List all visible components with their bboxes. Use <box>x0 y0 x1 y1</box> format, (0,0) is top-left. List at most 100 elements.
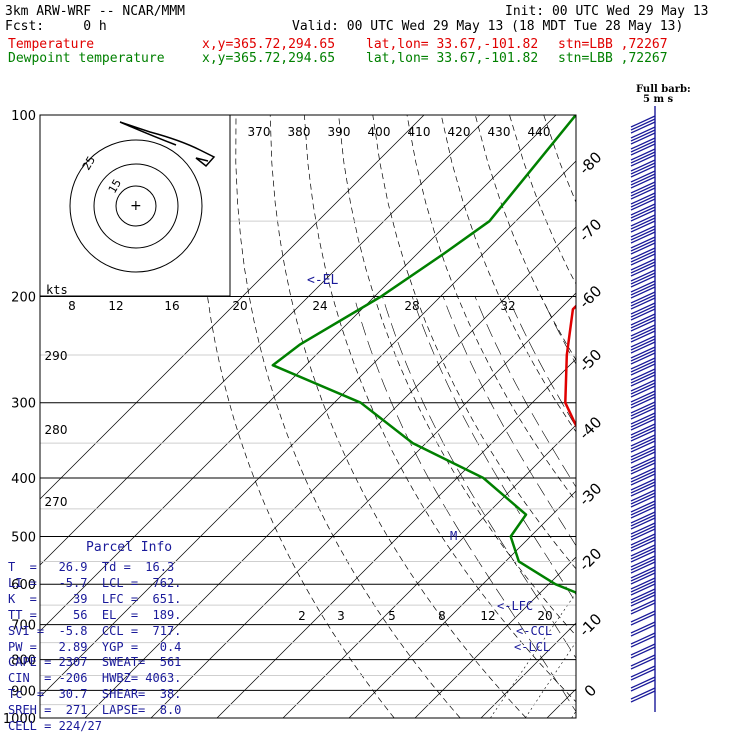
hodograph-unit: kts <box>46 283 68 297</box>
dew-latlon: lat,lon= 33.67,-101.82 <box>366 51 539 66</box>
wind-barb <box>630 203 656 222</box>
theta-tick-label: 380 <box>288 125 311 139</box>
theta-tick-label: 420 <box>448 125 471 139</box>
mixing-top-tick-label: 28 <box>404 299 419 313</box>
isotherm-line <box>40 115 491 566</box>
dewpoint-line <box>271 115 576 594</box>
wind-barb <box>630 533 656 552</box>
wind-barb <box>630 291 656 310</box>
parcel-info-row: SVI = -5.8 CCL = 717. <box>8 623 182 638</box>
wind-barb <box>630 456 656 475</box>
pressure-tick-label: 100 <box>11 109 36 124</box>
mixing-bottom-tick-label: 2 <box>298 609 306 623</box>
wind-barb <box>630 412 656 431</box>
parcel-info-row: LI = -5.7 LCL = 762. <box>8 575 182 590</box>
wind-barb <box>630 566 656 585</box>
wind-barb <box>630 511 656 530</box>
temp-xy: x,y=365.72,294.65 <box>202 37 336 52</box>
pressure-tick-label: 700 <box>11 619 36 634</box>
model-title: 3km ARW-WRF -- NCAR/MMM <box>5 4 186 19</box>
temp-station: stn=LBB ,72267 <box>558 37 668 52</box>
dew-xy: x,y=365.72,294.65 <box>202 51 336 66</box>
temp-latlon: lat,lon= 33.67,-101.82 <box>366 37 539 52</box>
wetbulb-marker: M <box>450 529 458 543</box>
wind-barb <box>630 324 656 343</box>
wind-barb <box>630 544 656 563</box>
isotherm-line <box>348 490 576 718</box>
pressure-tick-label: 200 <box>11 291 36 306</box>
mixing-bottom-tick-label: 12 <box>480 609 495 623</box>
wind-barb <box>630 368 656 387</box>
wind-barb <box>630 247 656 266</box>
pressure-tick-label: 1000 <box>3 712 36 727</box>
pressure-tick-label: 800 <box>11 654 36 669</box>
forecast-hour: Fcst: 0 h <box>5 19 107 34</box>
wind-barb <box>630 522 656 541</box>
parcel-info-title: Parcel Info <box>86 540 173 555</box>
parcel-info-row: Tc = 30.7 SHEAR= 38. <box>8 687 182 702</box>
legend-dewpoint: Dewpoint temperature <box>8 51 165 66</box>
wind-barb <box>630 313 656 332</box>
mixing-bottom-tick-label: 3 <box>337 609 345 623</box>
isotherm-line <box>84 226 576 718</box>
wind-barb <box>630 236 656 255</box>
hodograph-ring-label: 25 <box>80 154 98 173</box>
wind-barb <box>630 280 656 299</box>
valid-time: Valid: 00 UTC Wed 29 May 13 (18 MDT Tue … <box>292 19 684 34</box>
wind-barb <box>630 687 656 703</box>
parcel-info-row: CAPE = 2307 SWEAT= 561 <box>8 655 182 670</box>
wind-barb <box>630 445 656 464</box>
wind-barbs <box>630 106 656 712</box>
mixing-bottom-tick-label: 8 <box>438 609 446 623</box>
mixing-bottom-tick-label: 5 <box>388 609 396 623</box>
mixing-top-tick-label: 32 <box>500 299 515 313</box>
theta-tick-label: 440 <box>528 125 551 139</box>
theta-tick-label: 370 <box>248 125 271 139</box>
wind-barb <box>630 599 656 615</box>
svg-text:+: + <box>130 198 142 214</box>
sounding-curves <box>271 115 576 594</box>
hodograph-inset: + <box>39 114 231 297</box>
wind-barb <box>630 654 656 670</box>
parcel-info-row: SREH = 271 LAPSE= 8.0 <box>8 703 182 718</box>
wind-barb <box>630 170 656 189</box>
el-label: <-EL <box>307 273 339 288</box>
wind-barb <box>630 555 656 574</box>
wind-barb <box>630 357 656 376</box>
isotherm-line <box>150 292 576 718</box>
parcel-info-row: K = 39 LFC = 651. <box>8 591 182 606</box>
pressure-tick-label: 900 <box>11 684 36 699</box>
wind-barb <box>630 225 656 244</box>
theta-tick-label: 410 <box>408 125 431 139</box>
wind-barb <box>630 390 656 409</box>
mixing-bottom-tick-label: 20 <box>537 609 552 623</box>
isotherm-line <box>414 556 576 718</box>
barb-note-2: 5 m s <box>643 94 674 105</box>
wind-barb <box>630 423 656 442</box>
wind-barb <box>630 148 656 167</box>
isotherm-line <box>282 424 576 718</box>
dew-station: stn=LBB ,72267 <box>558 51 668 66</box>
wind-barb <box>630 489 656 508</box>
wind-barb <box>630 621 656 637</box>
lcl-label: <-LCL <box>514 640 551 654</box>
barb-note-1: Full barb: <box>636 84 691 95</box>
wind-barb <box>630 379 656 398</box>
mixing-top-tick-label: 12 <box>108 299 123 313</box>
isotherm-line <box>40 160 576 698</box>
wind-barb <box>630 258 656 277</box>
wind-barb <box>630 588 656 607</box>
wind-barb <box>630 346 656 365</box>
isotherm-line <box>40 115 557 632</box>
theta-tick-label: 390 <box>328 125 351 139</box>
parcel-info-row: TT = 56 EL = 189. <box>8 607 182 622</box>
wind-barb <box>630 665 656 681</box>
theta-left-tick-label: 280 <box>45 423 68 437</box>
wind-barb <box>630 401 656 420</box>
mixing-top-tick-label: 24 <box>312 299 327 313</box>
wind-barb <box>630 577 656 596</box>
wind-barb <box>630 676 656 692</box>
theta-tick-label: 430 <box>488 125 511 139</box>
init-time: Init: 00 UTC Wed 29 May 13 <box>505 4 709 19</box>
hodograph-ring-label: 15 <box>106 177 124 196</box>
